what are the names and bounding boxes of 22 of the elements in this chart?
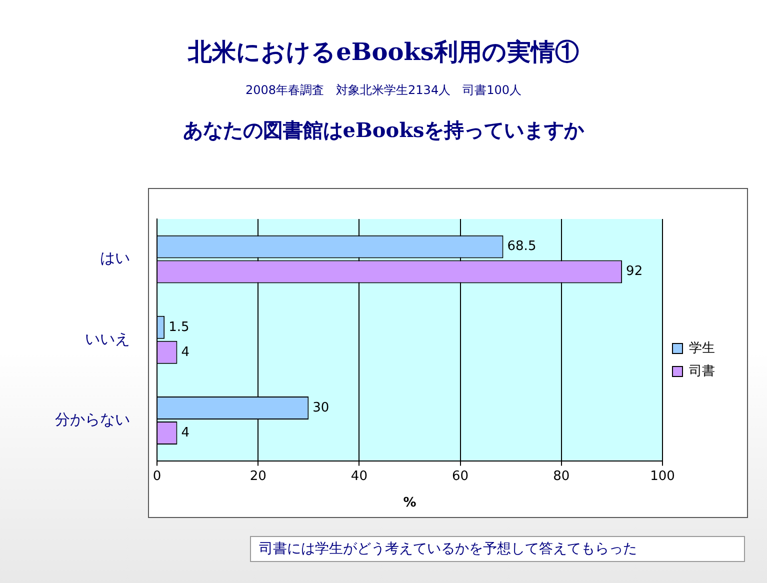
x-tick-label: 40 — [350, 468, 368, 484]
x-tick-label: 60 — [452, 468, 469, 484]
chart-title: 北米におけるeBooks利用の実情① — [186, 36, 580, 68]
y-axis-title: あなたの図書館はeBooksを持っていますか — [182, 117, 586, 144]
y-tick-label: 分からない — [55, 410, 130, 428]
chart-subtitle: 2008年春調査 対象北米学生2134人 司書100人 — [244, 82, 522, 99]
data-label: 30 — [312, 400, 330, 416]
x-tick-label: 0 — [152, 468, 162, 484]
text: 司書には学生がどう考えているかを予想して答えてもらった — [250, 536, 745, 562]
data-label: 4 — [181, 344, 190, 360]
data-label: 4 — [181, 425, 190, 440]
data-label: 1.5 — [168, 320, 190, 335]
y-tick-label: はい — [100, 249, 130, 268]
y-tick-label: いいえ — [85, 330, 130, 348]
x-tick-label: 20 — [250, 468, 266, 484]
x-axis-title: % — [403, 496, 416, 511]
legend-label: 学生 — [689, 340, 715, 356]
data-label: 92 — [626, 264, 643, 280]
x-tick-label: 100 — [650, 468, 675, 484]
data-label: 68.5 — [507, 239, 536, 254]
legend-label: 司書 — [689, 364, 715, 379]
x-tick-label: 80 — [553, 468, 570, 484]
